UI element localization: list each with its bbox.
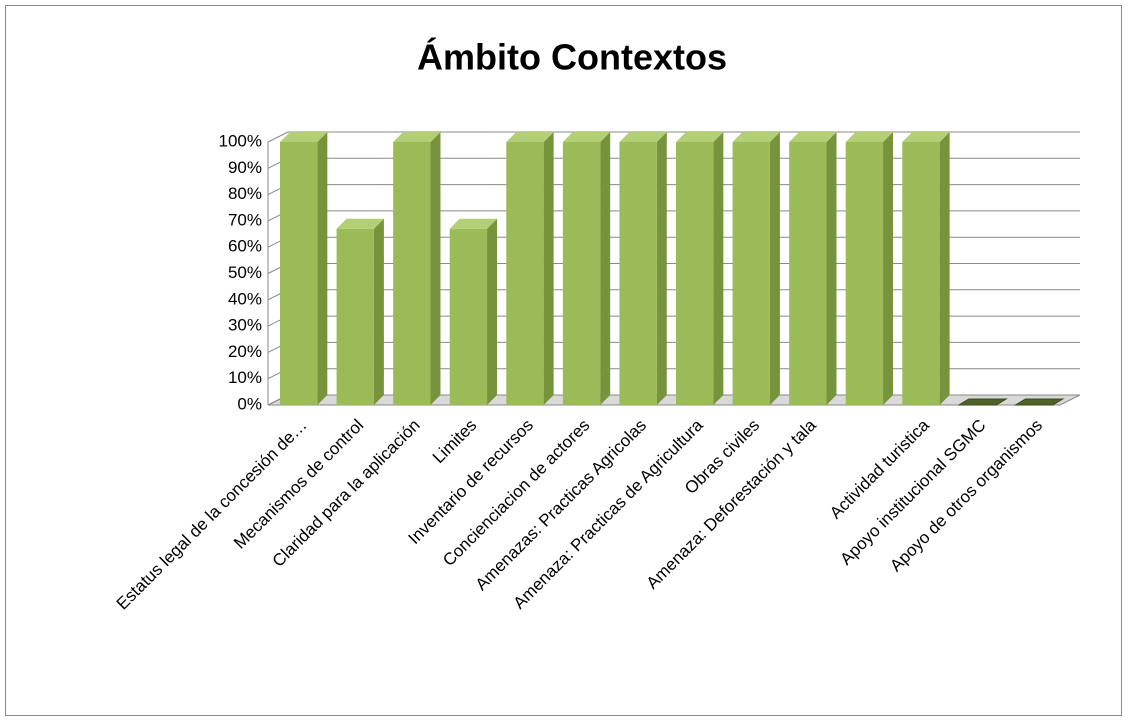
bar xyxy=(280,142,318,405)
bar-top xyxy=(506,132,554,142)
bar xyxy=(506,142,544,405)
y-tick-label: 90% xyxy=(228,158,262,177)
bar-side xyxy=(826,132,837,405)
bar xyxy=(902,142,940,405)
bar-top xyxy=(676,132,724,142)
bar xyxy=(449,228,488,405)
bar-top xyxy=(562,132,611,142)
y-tick-label: 80% xyxy=(228,184,262,203)
bar-top xyxy=(393,132,441,142)
bar xyxy=(732,142,770,405)
bar-side xyxy=(769,132,780,405)
bar xyxy=(619,142,657,405)
bar xyxy=(1013,398,1065,406)
bar xyxy=(789,142,827,405)
bar-top xyxy=(619,132,667,142)
bar-top xyxy=(845,132,894,142)
y-tick-label: 100% xyxy=(219,131,262,150)
bar-top xyxy=(280,132,328,142)
bar-top xyxy=(902,132,950,142)
y-tick-label: 50% xyxy=(228,263,262,282)
bar-side xyxy=(543,132,554,405)
bar xyxy=(562,142,601,405)
y-tick-label: 0% xyxy=(237,394,262,413)
bar-side xyxy=(317,132,328,405)
bar-side xyxy=(600,132,611,405)
bar xyxy=(845,142,884,405)
bar-side xyxy=(373,218,384,405)
bar-side xyxy=(487,218,498,405)
bar-side xyxy=(713,132,724,405)
bar-top xyxy=(336,218,384,229)
bar xyxy=(957,398,1008,406)
chart-title: Ámbito Contextos xyxy=(417,37,727,78)
bar xyxy=(336,228,374,405)
y-tick-label: 70% xyxy=(228,210,262,229)
bar xyxy=(393,142,431,405)
bar-side xyxy=(939,132,950,405)
bar-side xyxy=(656,132,667,405)
bar-top xyxy=(789,132,837,142)
bar-side xyxy=(430,132,441,405)
bar-side xyxy=(883,132,894,405)
y-tick-label: 60% xyxy=(228,237,262,256)
y-tick-label: 10% xyxy=(228,368,262,387)
y-tick-label: 40% xyxy=(228,289,262,308)
bar xyxy=(676,142,714,405)
bar-top xyxy=(449,218,498,229)
y-tick-label: 20% xyxy=(228,342,262,361)
floor xyxy=(267,394,1081,406)
bar-top xyxy=(732,132,780,142)
y-tick-label: 30% xyxy=(228,316,262,335)
